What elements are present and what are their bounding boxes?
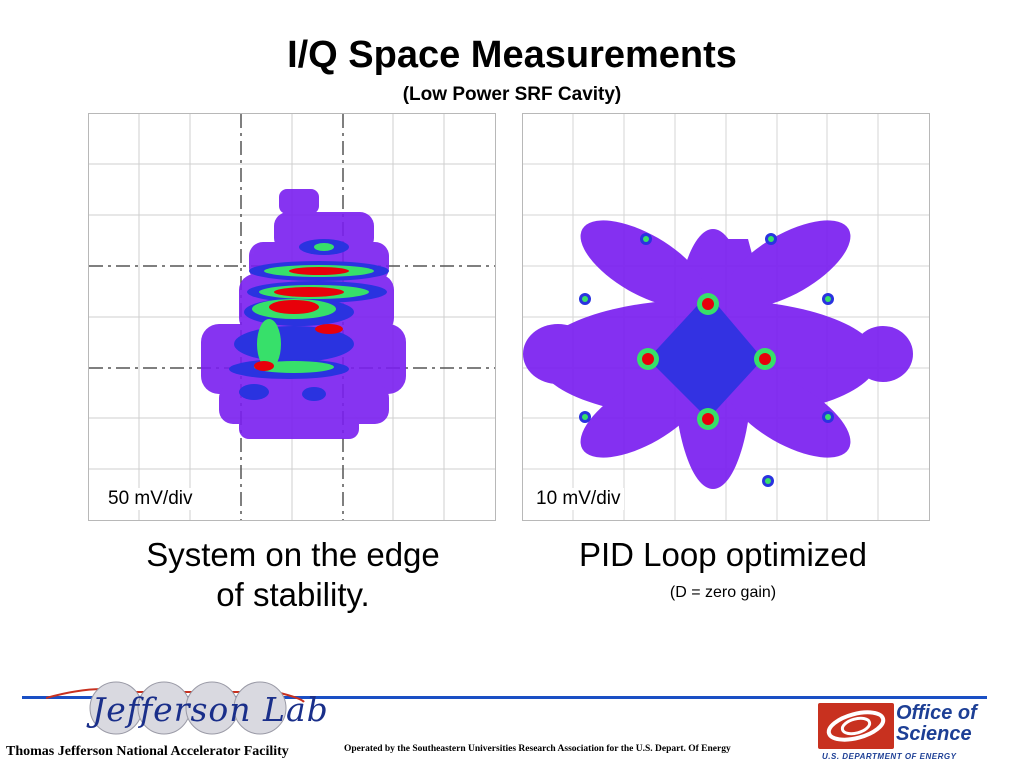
doe-title-line2: Science — [896, 723, 972, 745]
iq-plot-left-graphic — [89, 114, 495, 520]
jefferson-lab-logo-text: Jefferson Lab — [92, 690, 329, 729]
iq-plot-left: 50 mV/div — [88, 113, 496, 521]
footer-operated-by: Operated by the Southeastern Universitie… — [344, 744, 731, 754]
doe-office-title: Office of Science — [896, 703, 977, 745]
footer-facility: Thomas Jefferson National Accelerator Fa… — [6, 744, 289, 759]
footer-divider — [22, 696, 987, 699]
doe-title-line1: Office of — [896, 702, 977, 724]
iq-plot-right-graphic — [523, 114, 929, 520]
iq-plot-right: 10 mV/div — [522, 113, 930, 521]
caption-left-line2: of stability. — [216, 576, 370, 613]
doe-logo-icon — [818, 703, 894, 749]
scale-label-right: 10 mV/div — [532, 488, 625, 510]
caption-left-line1: System on the edge — [146, 536, 440, 573]
caption-right: PID Loop optimized — [579, 536, 867, 573]
doe-department-text: U.S. DEPARTMENT OF ENERGY — [822, 752, 957, 761]
slide-title: I/Q Space Measurements — [287, 34, 737, 76]
caption-right-note: (D = zero gain) — [669, 584, 777, 601]
jefferson-lab-logo-graphic — [46, 681, 305, 735]
scale-label-left: 50 mV/div — [104, 488, 197, 510]
caption-left: System on the edge of stability. — [90, 535, 496, 615]
slide-subtitle: (Low Power SRF Cavity) — [402, 84, 622, 105]
